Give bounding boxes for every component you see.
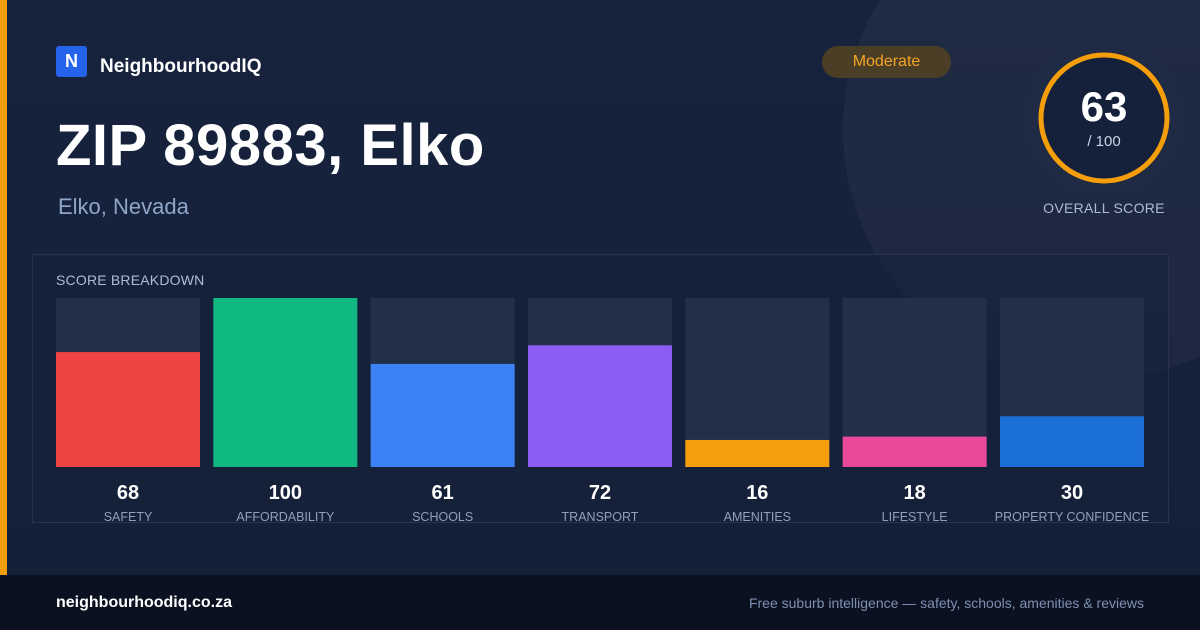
bar-category-label: SAFETY <box>104 510 153 524</box>
brand-logo-icon: N <box>56 46 87 77</box>
bar-track <box>685 298 830 467</box>
footer-url-link[interactable]: neighbourhoodiq.co.za <box>56 593 232 611</box>
overall-score-label: OVERALL SCORE <box>1043 200 1165 216</box>
overall-score-max: / 100 <box>1087 133 1121 150</box>
page-subtitle: Elko, Nevada <box>58 194 189 219</box>
footer: neighbourhoodiq.co.za Free suburb intell… <box>0 575 1200 630</box>
bar-value-label: 16 <box>746 482 768 504</box>
bar-value-label: 68 <box>117 482 139 504</box>
bar-amenities <box>685 439 830 467</box>
bar-safety <box>56 352 200 467</box>
overall-score-value: 63 <box>1080 83 1128 130</box>
bar-affordability <box>213 298 358 467</box>
breakdown-title: SCORE BREAKDOWN <box>56 272 205 288</box>
bar-value-label: 100 <box>269 482 302 504</box>
bar-value-label: 72 <box>589 482 611 504</box>
page-title: ZIP 89883, Elko <box>56 113 485 178</box>
bar-lifestyle <box>842 436 987 467</box>
footer-tagline: Free suburb intelligence — safety, schoo… <box>748 594 1144 611</box>
rating-badge: Moderate <box>822 46 951 78</box>
bar-value-label: 18 <box>904 482 926 504</box>
bar-category-label: AFFORDABILITY <box>236 510 335 524</box>
bar-category-label: AMENITIES <box>724 510 791 524</box>
overall-score-ring <box>1028 42 1180 194</box>
score-breakdown-panel: SCORE BREAKDOWN 68 SAFETY 100 AFFORDABILITY… <box>32 254 1169 524</box>
score-bar-chart: 68 SAFETY 100 AFFORDABILITY 61 SCHOOLS 72 TRANS… <box>56 298 1149 524</box>
bar-property-confidence <box>999 416 1144 467</box>
bar-category-label: PROPERTY CONFIDENCE <box>995 510 1149 524</box>
brand-name: NeighbourhoodIQ <box>100 55 262 77</box>
accent-bar <box>0 0 7 575</box>
bar-category-label: LIFESTYLE <box>882 510 948 524</box>
bar-category-label: SCHOOLS <box>412 510 473 524</box>
bar-value-label: 30 <box>1061 482 1083 504</box>
bar-schools <box>370 363 515 467</box>
overall-score-arc <box>1038 52 1170 184</box>
brand[interactable]: N NeighbourhoodIQ <box>56 46 261 77</box>
bar-transport <box>527 345 672 467</box>
bar-value-label: 61 <box>432 482 454 504</box>
bar-category-label: TRANSPORT <box>562 510 639 524</box>
